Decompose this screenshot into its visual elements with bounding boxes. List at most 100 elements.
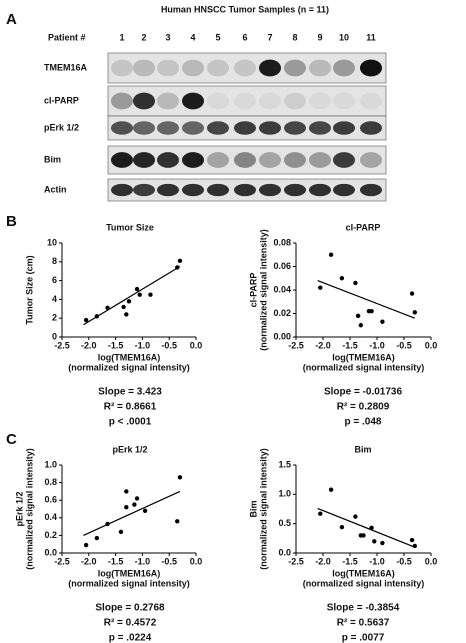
data-point bbox=[94, 314, 100, 319]
y-axis-label: (normalized signal intensity) bbox=[258, 229, 268, 351]
x-tick-label: -2.0 bbox=[315, 340, 331, 350]
data-point bbox=[380, 319, 385, 324]
blot-header: Patient # bbox=[48, 32, 86, 42]
blot-band bbox=[133, 92, 155, 110]
data-point bbox=[124, 505, 129, 510]
x-axis-label: log(TMEM16A) bbox=[332, 568, 395, 578]
data-point bbox=[412, 310, 417, 315]
x-tick-label: -1.0 bbox=[369, 340, 385, 350]
x-tick-label: -1.5 bbox=[108, 556, 124, 566]
blot-band bbox=[157, 121, 179, 135]
y-tick-label: 4 bbox=[52, 294, 57, 304]
y-axis-label: (normalized signal intensity) bbox=[24, 448, 34, 570]
data-point bbox=[126, 299, 132, 304]
data-point bbox=[369, 308, 374, 314]
x-tick-label: 0.0 bbox=[425, 556, 438, 566]
fit-statistic: R² = 0.5637 bbox=[337, 618, 390, 629]
data-point bbox=[134, 496, 140, 501]
y-tick-label: 0.2 bbox=[44, 530, 57, 540]
trend-line bbox=[83, 490, 181, 536]
blot-band bbox=[182, 183, 204, 197]
blot-band bbox=[259, 59, 281, 77]
blot-band bbox=[234, 92, 256, 110]
patient-number: 7 bbox=[267, 32, 272, 42]
blot-band bbox=[333, 121, 355, 135]
blot-band bbox=[182, 121, 204, 135]
blot-band bbox=[207, 152, 229, 168]
blot-band bbox=[333, 92, 355, 110]
data-point bbox=[339, 276, 345, 281]
blot-band bbox=[309, 152, 331, 168]
data-point bbox=[339, 524, 345, 530]
y-tick-label: 2 bbox=[52, 313, 57, 323]
data-point bbox=[361, 533, 366, 538]
blot-band bbox=[333, 59, 355, 77]
fit-statistic: R² = 0.2809 bbox=[337, 402, 390, 413]
chart-title: Tumor Size bbox=[106, 222, 154, 232]
fit-statistic: Slope = -0.01736 bbox=[324, 387, 403, 398]
blot-band bbox=[309, 92, 331, 110]
blot-band bbox=[284, 152, 306, 168]
x-tick-label: 0.0 bbox=[190, 556, 203, 566]
x-tick-label: -0.5 bbox=[161, 340, 177, 350]
y-axis-label: Bim bbox=[248, 500, 258, 517]
panel-label: B bbox=[6, 213, 17, 230]
fit-statistic: R² = 0.4572 bbox=[104, 618, 157, 629]
blot-band bbox=[111, 59, 133, 77]
data-point bbox=[124, 489, 129, 494]
blot-band bbox=[284, 183, 306, 197]
fit-statistic: p = .048 bbox=[345, 417, 382, 428]
trend-line bbox=[83, 265, 181, 326]
data-point bbox=[369, 525, 374, 530]
blot-band bbox=[207, 92, 229, 110]
blot-band bbox=[157, 92, 179, 110]
blot-band bbox=[207, 59, 229, 77]
y-axis-label: Tumor Size (cm) bbox=[24, 255, 34, 324]
x-axis-label: (normalized signal intensity) bbox=[303, 362, 425, 372]
data-point bbox=[118, 529, 124, 535]
blot-band bbox=[111, 152, 133, 168]
data-point bbox=[177, 475, 183, 480]
blot-band bbox=[182, 59, 204, 77]
y-tick-label: 0.0 bbox=[278, 547, 291, 557]
blot-band bbox=[360, 183, 382, 197]
x-tick-label: -1.5 bbox=[108, 340, 124, 350]
y-axis-label: (normalized signal intensity) bbox=[258, 448, 268, 570]
blot-band bbox=[360, 121, 382, 135]
blot-band bbox=[157, 183, 179, 197]
patient-number: 6 bbox=[242, 32, 247, 42]
blot-band bbox=[284, 92, 306, 110]
data-point bbox=[177, 258, 183, 264]
x-tick-label: -2.5 bbox=[288, 556, 304, 566]
y-tick-label: 0 bbox=[52, 331, 57, 341]
data-point bbox=[105, 305, 110, 311]
blot-band bbox=[309, 121, 331, 135]
blot-row-label: cl-PARP bbox=[44, 95, 79, 105]
panel-label: A bbox=[6, 11, 17, 28]
patient-number: 11 bbox=[366, 32, 376, 42]
x-tick-label: -1.5 bbox=[342, 556, 358, 566]
fit-statistic: p < .0001 bbox=[109, 417, 152, 428]
trend-line bbox=[317, 280, 416, 319]
figure-title: Human HNSCC Tumor Samples (n = 11) bbox=[161, 4, 329, 14]
y-tick-label: 1.0 bbox=[44, 459, 57, 469]
blot-band bbox=[182, 92, 204, 110]
y-tick-label: 0.02 bbox=[273, 308, 291, 318]
fit-statistic: p = .0077 bbox=[342, 633, 385, 643]
data-point bbox=[328, 252, 334, 257]
blot-band bbox=[133, 152, 155, 168]
x-tick-label: -2.0 bbox=[315, 556, 331, 566]
trend-line bbox=[317, 507, 416, 548]
y-axis-label: pErk 1/2 bbox=[14, 491, 24, 526]
blot-band bbox=[360, 152, 382, 168]
blot-band bbox=[111, 183, 133, 197]
fit-statistic: R² = 0.8661 bbox=[104, 402, 157, 413]
x-tick-label: -0.5 bbox=[396, 340, 412, 350]
y-tick-label: 0.08 bbox=[273, 237, 291, 247]
data-point bbox=[412, 543, 417, 549]
data-point bbox=[328, 487, 334, 492]
x-tick-label: -1.5 bbox=[342, 340, 358, 350]
x-tick-label: 0.0 bbox=[190, 340, 203, 350]
data-point bbox=[175, 265, 180, 270]
